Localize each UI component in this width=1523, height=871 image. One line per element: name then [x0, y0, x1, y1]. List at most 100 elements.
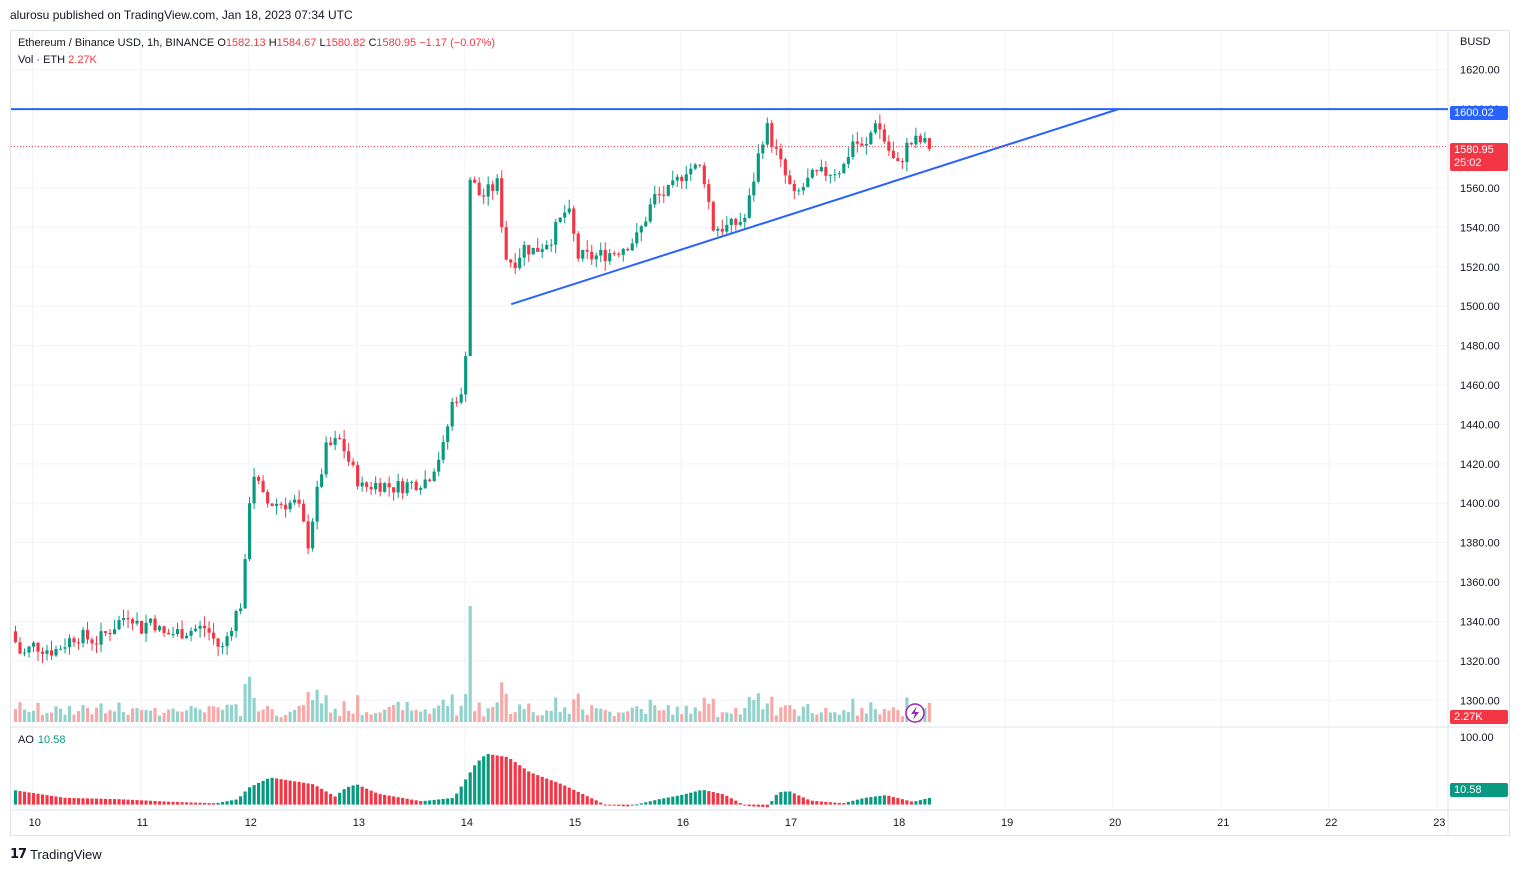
candle-body — [693, 164, 697, 169]
x-tick-label: 10 — [29, 817, 41, 829]
candle-body — [45, 650, 49, 654]
ao-bar — [45, 795, 49, 805]
candle-body — [90, 639, 94, 644]
ao-bar — [788, 791, 792, 805]
candle-body — [626, 248, 630, 251]
candle-body — [612, 253, 616, 255]
volume-bar — [774, 715, 778, 722]
x-tick-label: 17 — [785, 817, 797, 829]
ao-bar — [810, 800, 814, 805]
ao-bar — [464, 779, 468, 805]
ao-bar — [896, 798, 900, 805]
candle-body — [446, 426, 450, 442]
candle-body — [67, 638, 72, 648]
ao-bar — [342, 789, 346, 805]
volume-bar — [860, 707, 864, 722]
candle-body — [914, 135, 918, 145]
volume-bar — [383, 709, 387, 722]
candle-body — [491, 184, 495, 191]
candle-body — [572, 208, 576, 234]
volume-label[interactable]: Vol · ETH — [18, 54, 66, 66]
ao-bar — [22, 791, 27, 805]
candle-body — [117, 620, 121, 630]
candle-body — [882, 129, 886, 142]
ao-bar — [720, 794, 724, 805]
candle-body — [230, 631, 234, 637]
volume-bar — [315, 689, 319, 722]
volume-bar — [130, 708, 135, 722]
candle-body — [428, 479, 432, 481]
ao-bar — [148, 800, 153, 805]
volume-bar — [468, 606, 472, 722]
volume-bar — [67, 705, 72, 722]
ao-bar — [806, 799, 810, 805]
candle-body — [558, 217, 562, 222]
volume-bar — [103, 713, 108, 722]
volume-bar — [900, 716, 904, 722]
ao-bar — [396, 797, 400, 805]
candle-body — [85, 630, 90, 640]
volume-bar — [153, 707, 157, 722]
volume-bar — [576, 693, 580, 722]
volume-bar — [635, 706, 639, 722]
ao-bar — [360, 786, 364, 805]
volume-bar — [225, 704, 229, 722]
ao-bar — [909, 801, 913, 805]
candle-body — [477, 182, 481, 196]
ao-bar — [261, 780, 265, 805]
volume-bar — [531, 712, 535, 722]
volume-bar — [135, 708, 139, 722]
candle-body — [279, 503, 283, 505]
candle-body — [36, 642, 40, 652]
volume-bar — [464, 694, 468, 722]
low-label: L — [319, 37, 326, 49]
candle-body — [464, 356, 468, 395]
volume-bar — [711, 698, 715, 722]
volume-bar — [648, 699, 652, 722]
candle-body — [257, 476, 261, 481]
volume-bar — [279, 717, 283, 722]
candle-body — [284, 504, 288, 510]
volume-bar — [293, 709, 297, 722]
candle-body — [275, 503, 279, 506]
symbol-label[interactable]: Ethereum / Binance USD, 1h, BINANCE — [18, 37, 215, 49]
ao-bar — [509, 758, 513, 805]
ao-bar — [558, 783, 562, 805]
ao-bar — [162, 801, 166, 805]
volume-bar — [18, 702, 22, 722]
candle-body — [320, 474, 324, 487]
x-tick-label: 15 — [569, 817, 581, 829]
candle-body — [504, 227, 508, 260]
open-value: 1582.13 — [225, 37, 266, 49]
volume-bar — [387, 706, 391, 722]
low-value: 1580.82 — [325, 37, 366, 49]
ao-bar — [297, 782, 301, 805]
candle-body — [599, 249, 603, 256]
ao-bar — [315, 786, 319, 805]
tradingview-brand[interactable]: 𝟭𝟳 TradingView — [10, 846, 102, 862]
ao-bar — [689, 792, 693, 805]
candle-body — [720, 228, 724, 232]
volume-bar — [540, 715, 544, 722]
volume-bar — [869, 702, 873, 722]
last-price: 1580.95 — [1454, 144, 1494, 156]
x-tick-label: 14 — [461, 817, 473, 829]
ao-bar — [414, 800, 418, 805]
candle-body — [144, 622, 148, 634]
volume-bar — [473, 711, 477, 722]
ao-bar — [90, 798, 94, 805]
volume-bar — [257, 711, 261, 722]
candle-body — [797, 190, 801, 192]
ao-bar — [684, 793, 688, 805]
x-tick-label: 12 — [245, 817, 257, 829]
volume-bar — [743, 707, 747, 722]
volume-bar — [644, 713, 648, 722]
candle-body — [365, 482, 369, 487]
y-tick-label: 1300.00 — [1460, 695, 1500, 707]
volume-bar — [693, 707, 697, 722]
candle-body — [198, 625, 202, 629]
ao-bar — [572, 789, 576, 805]
ao-bar — [657, 799, 661, 805]
ao-label[interactable]: AO — [18, 734, 34, 746]
